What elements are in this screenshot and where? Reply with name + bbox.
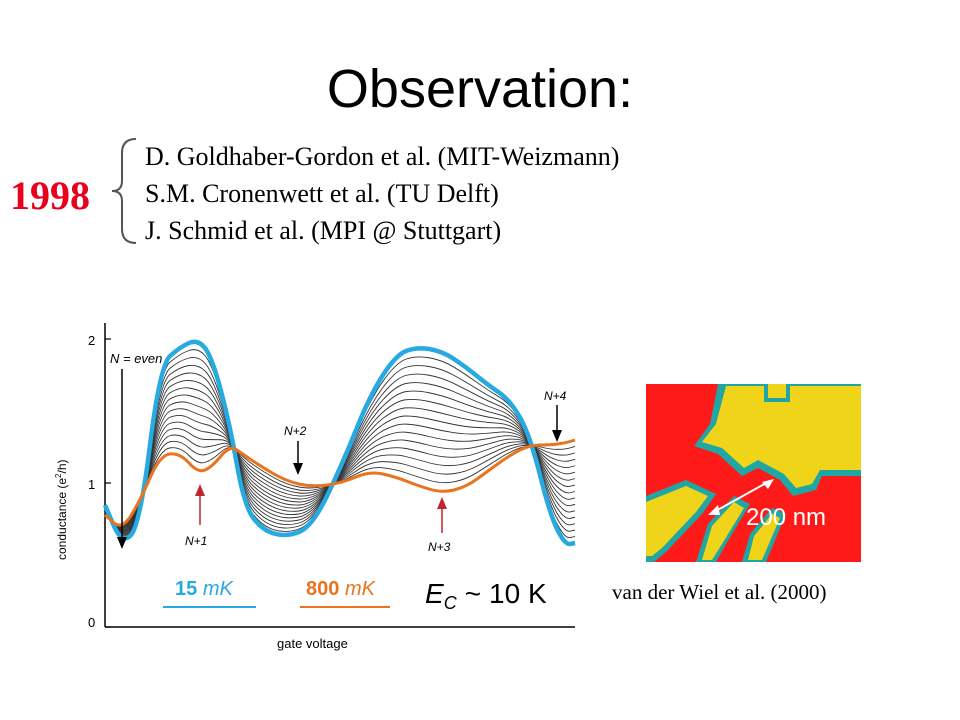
low-temperature-trace xyxy=(102,339,576,547)
n-even-label: N = even xyxy=(110,351,162,366)
scale-arrow xyxy=(713,481,769,513)
conductance-plot: 2 1 0 conductance (e2/h) gate voltage N … xyxy=(54,323,576,651)
x-axis-label: gate voltage xyxy=(277,636,348,651)
scale-label: 200 nm xyxy=(746,504,826,531)
slide-title: Observation: xyxy=(326,59,634,119)
n-plus-4-label: N+4 xyxy=(544,389,567,403)
legend-low-temp: 15 mK xyxy=(175,578,234,600)
intermediate-trace xyxy=(104,414,576,530)
reference-item: D. Goldhaber-Gordon et al. (MIT-Weizmann… xyxy=(145,142,620,171)
intermediate-trace xyxy=(104,421,576,530)
y-axis-label: conductance (e2/h) xyxy=(54,459,69,560)
charging-energy-formula: EC ~10 K xyxy=(425,578,547,613)
year-label: 1998 xyxy=(10,173,90,218)
y-tick-label: 2 xyxy=(88,333,95,348)
n-plus-3-label: N+3 xyxy=(428,540,451,554)
n-plus-2-arrow xyxy=(293,441,303,475)
n-plus-2-label: N+2 xyxy=(284,424,307,438)
intermediate-trace xyxy=(104,401,576,532)
intermediate-trace xyxy=(104,408,576,531)
intermediate-trace xyxy=(104,357,576,537)
n-even-arrow xyxy=(117,369,127,549)
n-plus-1-label: N+1 xyxy=(185,534,207,548)
upper-gate xyxy=(702,386,861,488)
reference-list: D. Goldhaber-Gordon et al. (MIT-Weizmann… xyxy=(145,138,619,249)
image-caption: van der Wiel et al. (2000) xyxy=(612,580,827,604)
left-gate xyxy=(646,486,708,556)
intermediate-trace xyxy=(104,364,576,536)
y-tick-label: 1 xyxy=(88,477,95,492)
n-plus-3-arrow xyxy=(437,497,447,533)
intermediate-trace xyxy=(104,428,576,529)
legend: 15 mK 800 mK xyxy=(163,578,390,608)
high-temperature-trace xyxy=(104,438,576,527)
center-gate xyxy=(702,502,744,560)
reference-item: S.M. Cronenwett et al. (TU Delft) xyxy=(145,179,499,208)
intermediate-trace xyxy=(104,434,576,528)
n-plus-1-arrow xyxy=(195,484,205,525)
brace-icon xyxy=(111,138,137,244)
intermediate-trace xyxy=(104,380,576,535)
legend-high-temp: 800 mK xyxy=(306,578,377,600)
n-plus-4-arrow xyxy=(552,405,562,442)
y-tick-label: 0 xyxy=(88,615,95,630)
reference-item: J. Schmid et al. (MPI @ Stuttgart) xyxy=(145,216,502,245)
device-afm-image: 200 nm xyxy=(646,384,861,562)
intermediate-traces xyxy=(104,349,576,539)
right-gate xyxy=(748,514,780,560)
